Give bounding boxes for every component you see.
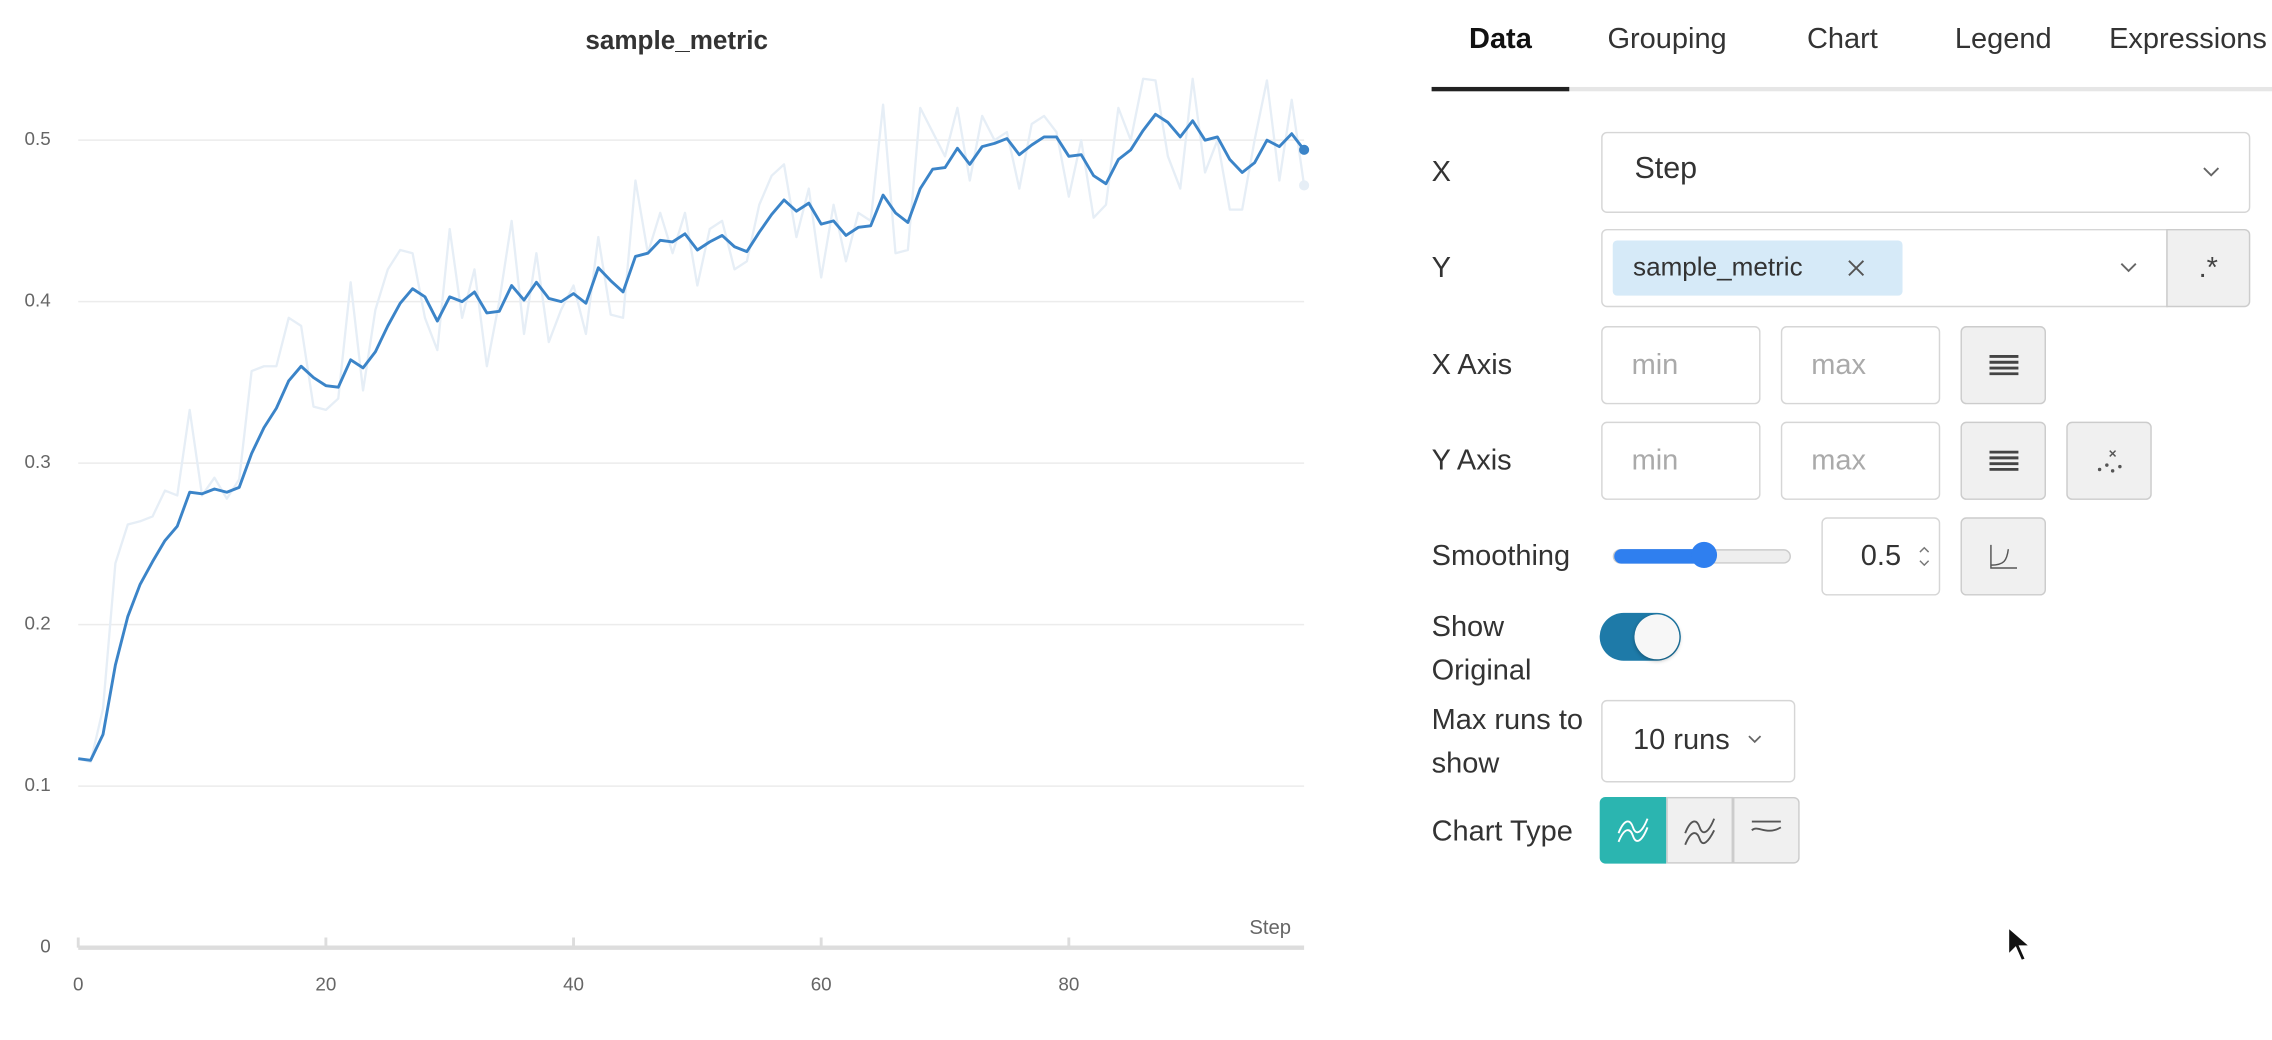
icon-path <box>1751 820 1782 832</box>
x-tick-label: 80 <box>1058 973 1079 994</box>
smoothing-type-button[interactable] <box>1960 517 2046 596</box>
y-tick-label: 0 <box>40 936 50 957</box>
icon <box>1617 818 1649 843</box>
select-value: Step <box>1634 152 1698 186</box>
chart-type-button[interactable] <box>1599 796 1667 864</box>
y-min-input[interactable]: min <box>1601 421 1761 500</box>
chevron <box>2203 167 2220 177</box>
tab-rule <box>1431 86 2272 92</box>
tag: sample_metric <box>1612 240 1903 296</box>
series-line <box>78 112 1306 762</box>
placeholder: min <box>1631 349 1679 382</box>
tag-remove[interactable] <box>1847 259 1865 276</box>
select-value: 10 runs <box>1633 724 1730 757</box>
chart-type-button[interactable] <box>1733 796 1800 864</box>
field-label: X <box>1431 156 1451 189</box>
field-label: Y <box>1431 252 1451 285</box>
placeholder: max <box>1811 444 1867 477</box>
icon <box>2097 450 2121 473</box>
placeholder: min <box>1631 444 1679 477</box>
y-max-input[interactable]: max <box>1780 421 1941 500</box>
icon-path <box>1684 818 1716 846</box>
chart-type-button[interactable] <box>1666 796 1734 864</box>
y-tick-label: 0.2 <box>25 613 51 634</box>
y-tick-label: 0.4 <box>25 290 51 311</box>
tab[interactable]: Chart <box>1806 23 1878 56</box>
icon <box>1988 355 2018 376</box>
x-tick-label: 20 <box>315 973 336 994</box>
field-label: Smoothing <box>1431 540 1571 573</box>
field-label: Max runs to show <box>1431 704 1584 780</box>
slider-thumb[interactable] <box>1690 541 1717 569</box>
y-tick-label: 0.1 <box>25 774 51 795</box>
end-point <box>1299 144 1310 155</box>
tab[interactable]: Grouping <box>1607 23 1727 56</box>
field-label: Y Axis <box>1431 444 1512 477</box>
smoothing-slider[interactable] <box>1612 541 1791 569</box>
x-scale-button[interactable] <box>1960 326 2046 405</box>
slider-fill <box>1614 549 1704 564</box>
field-label: X Axis <box>1431 349 1513 382</box>
cursor <box>2007 925 2033 962</box>
x-axis-label: Step <box>1249 917 1291 939</box>
tab[interactable]: Expressions <box>2109 23 2267 56</box>
placeholder: max <box>1811 349 1867 382</box>
y-tick-label: 0.5 <box>25 128 51 149</box>
x-max-input[interactable]: max <box>1780 326 1941 405</box>
chevron <box>2120 263 2137 273</box>
x-tick-label: 0 <box>73 973 83 994</box>
y-select[interactable]: sample_metric <box>1601 228 2168 308</box>
icon <box>1989 544 2017 569</box>
x-tick-label: 40 <box>563 973 584 994</box>
icon <box>1988 450 2018 471</box>
active-tab-underline <box>1431 86 1570 92</box>
tag-label: sample_metric <box>1633 252 1803 282</box>
icon-path <box>1617 818 1649 843</box>
tab[interactable]: Data <box>1469 23 1532 56</box>
icon <box>1684 818 1716 846</box>
regex-button[interactable]: .* <box>2166 228 2251 308</box>
icon <box>1751 820 1782 832</box>
toggle-knob <box>1634 614 1680 660</box>
y-tick-label: 0.3 <box>25 451 51 472</box>
field-label: Chart Type <box>1431 815 1573 848</box>
spinner[interactable] <box>1918 545 1930 568</box>
x-min-input[interactable]: min <box>1601 326 1761 405</box>
log-scale-button[interactable] <box>2066 421 2152 500</box>
max-runs-select[interactable]: 10 runs <box>1601 699 1796 783</box>
chart-title: sample_metric <box>585 25 768 55</box>
smoothing-input[interactable]: 0.5 <box>1821 517 1941 596</box>
series-line <box>77 77 1306 764</box>
end-point <box>1299 180 1310 191</box>
x-tick-label: 60 <box>811 973 832 994</box>
field-label: Show Original <box>1431 611 1532 687</box>
tab[interactable]: Legend <box>1954 23 2052 56</box>
show-original-toggle[interactable] <box>1599 612 1681 661</box>
input-value: 0.5 <box>1860 540 1902 573</box>
chart: sample_metric Step 0 0.1 0.2 0.3 0.4 0.5 0 20 40… <box>25 25 1310 994</box>
y-scale-button[interactable] <box>1960 421 2046 500</box>
x-select[interactable]: Step <box>1601 131 2251 214</box>
chevron <box>1748 735 1762 744</box>
